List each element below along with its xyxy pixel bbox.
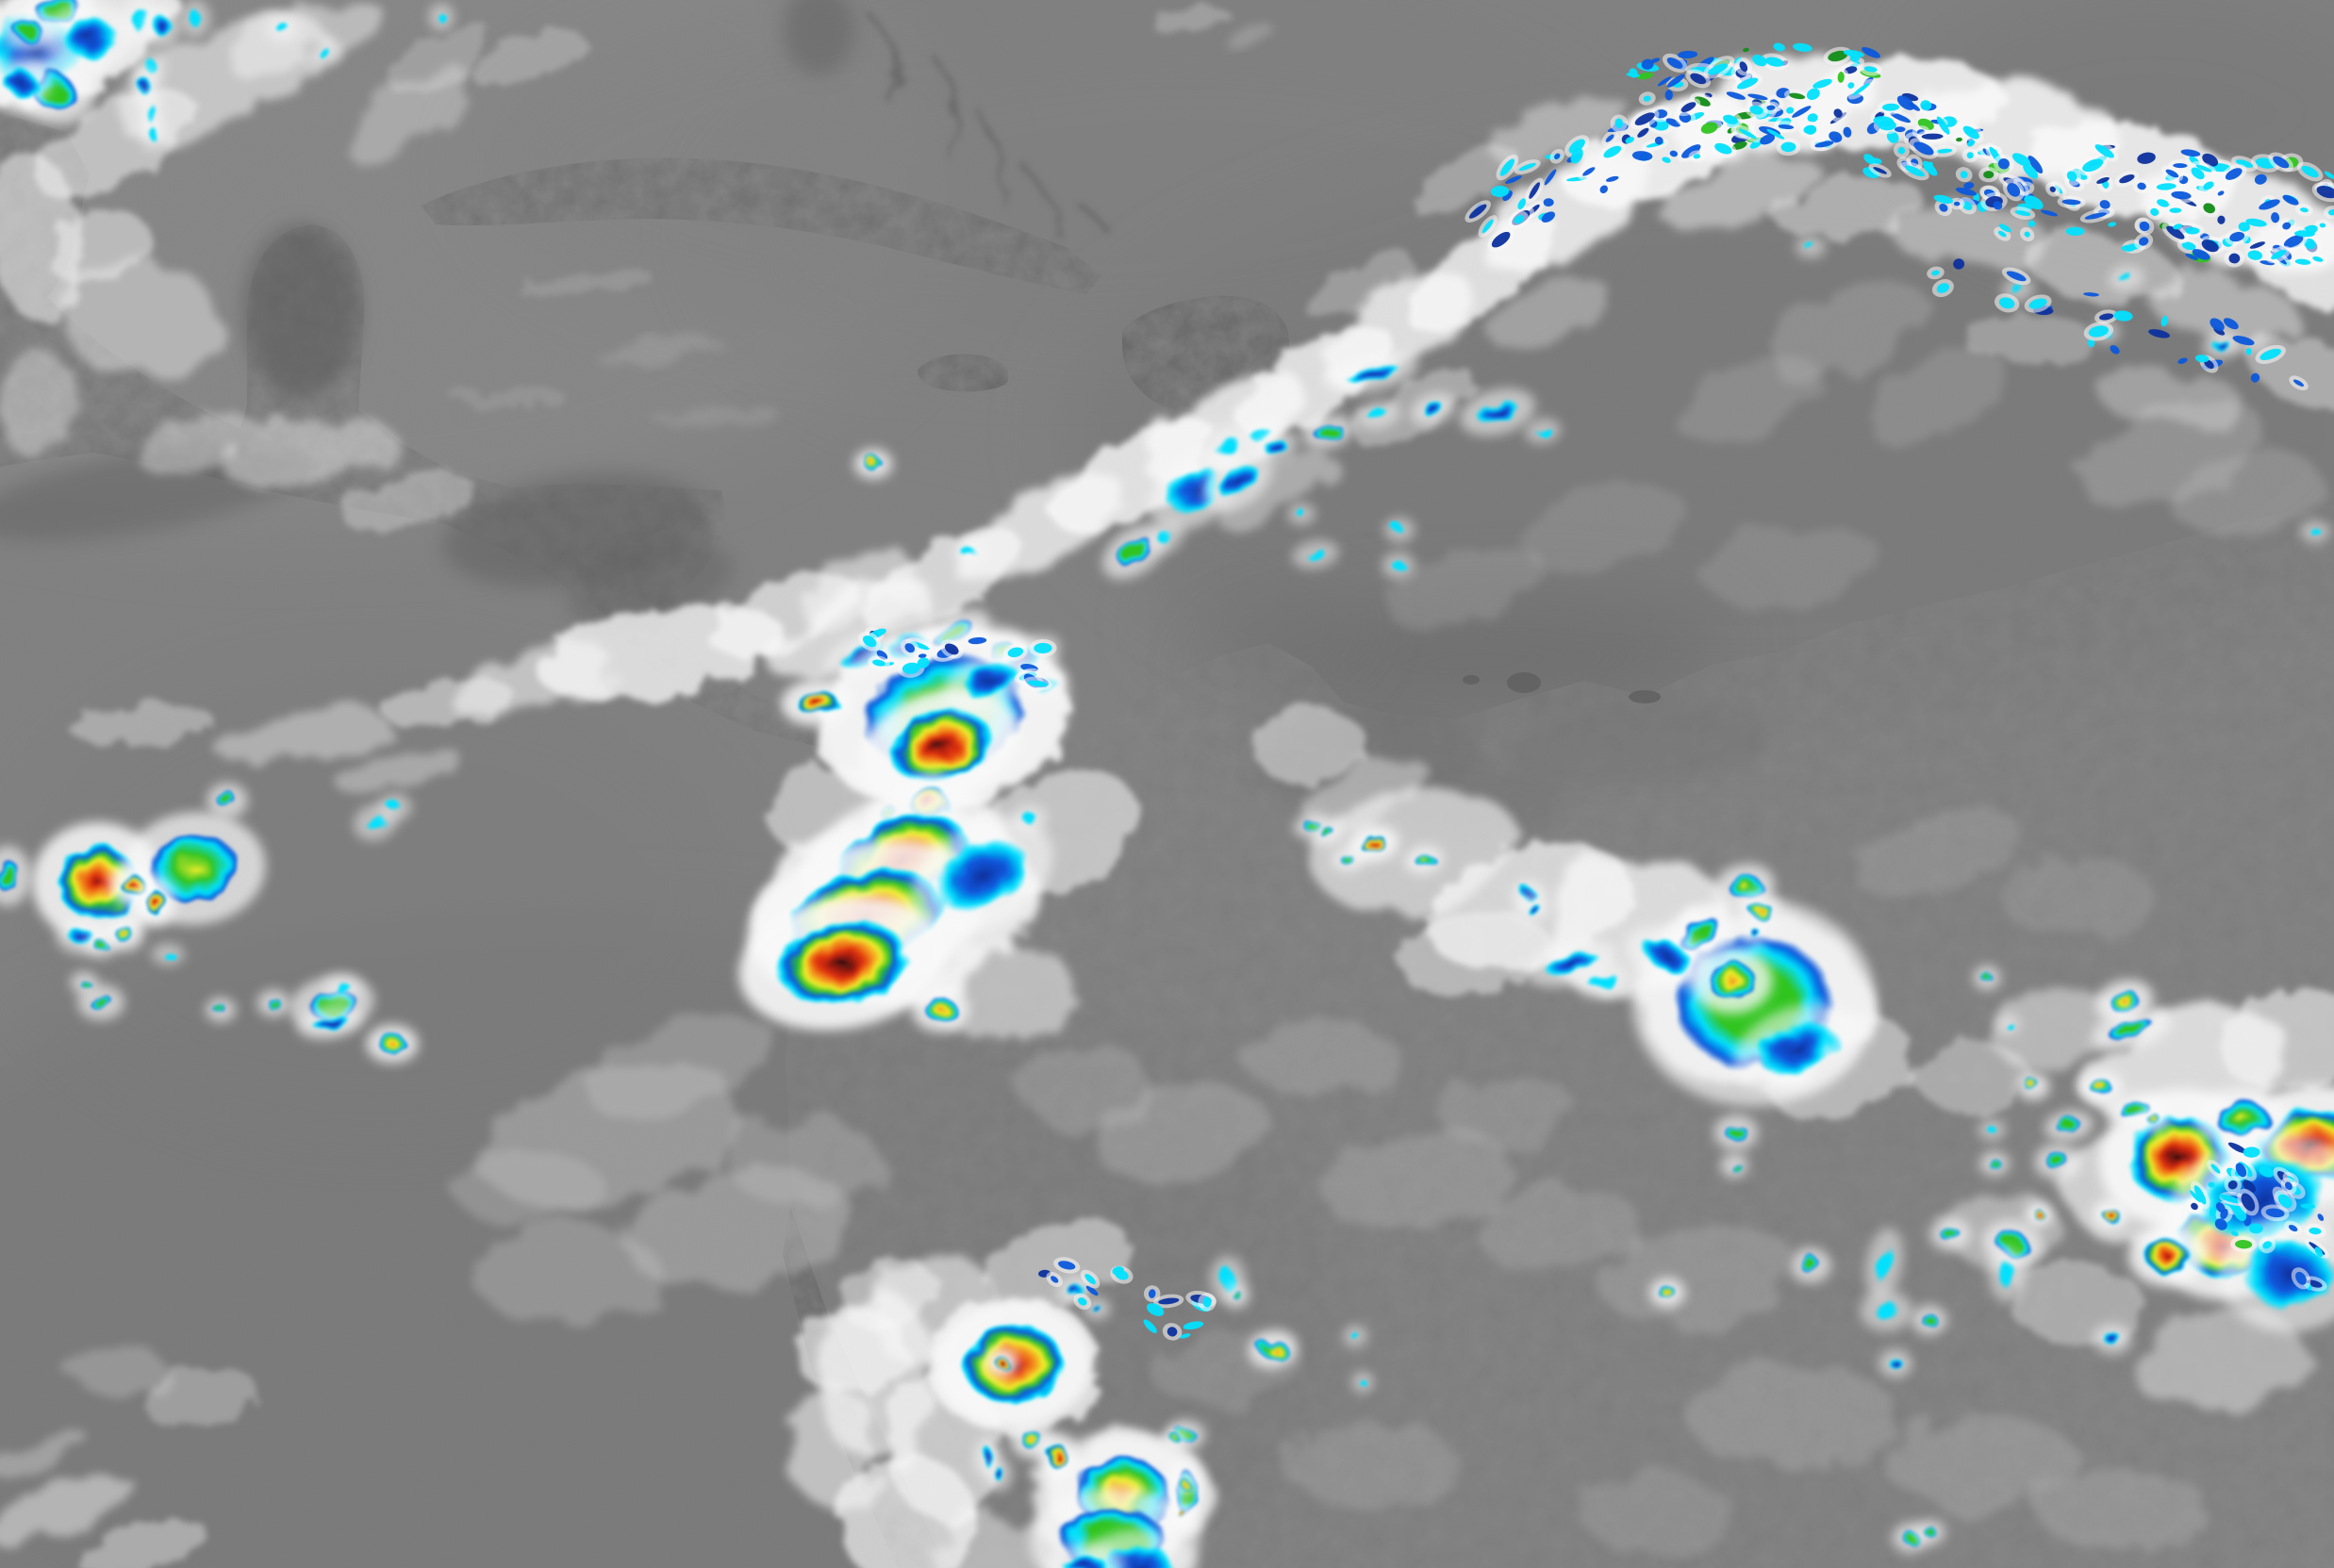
sensor-grain	[0, 0, 2334, 1568]
satellite-scene-canvas	[0, 0, 2334, 1568]
satellite-image	[0, 0, 2334, 1568]
